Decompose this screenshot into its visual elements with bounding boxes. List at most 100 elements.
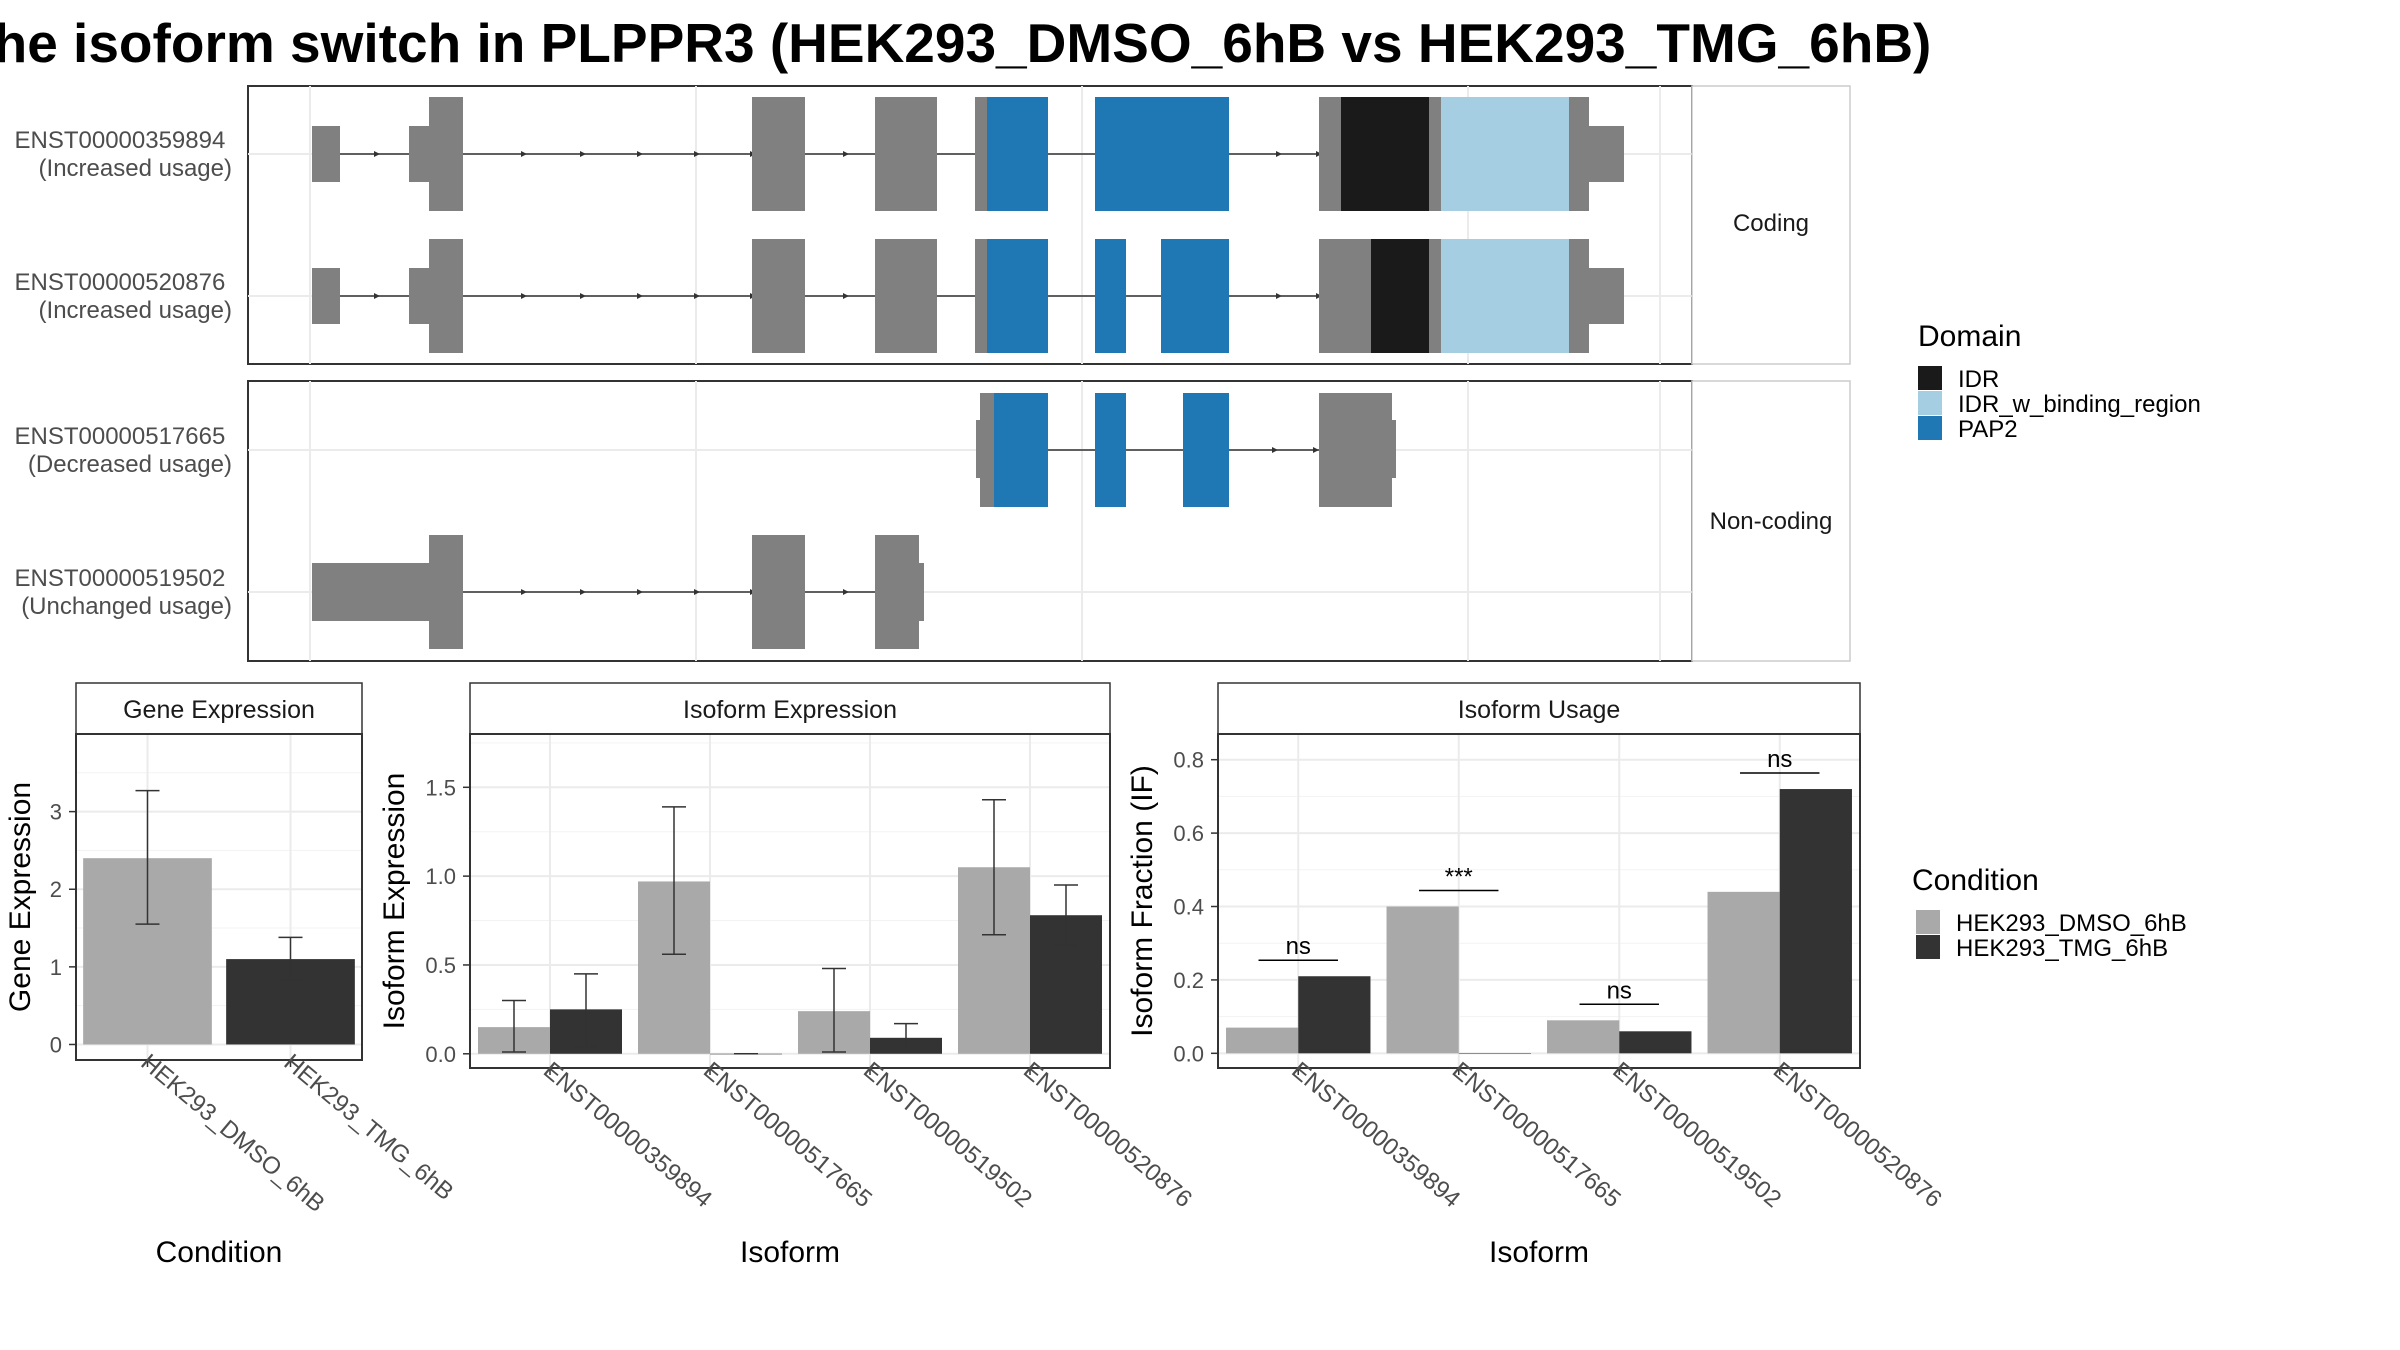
exon	[975, 239, 987, 353]
structure-panel-noncoding: Non-coding	[247, 380, 1851, 662]
x-tick-label: ENST00000520876	[1018, 1057, 1197, 1213]
transcript-track	[976, 393, 1396, 507]
x-axis-title: Isoform	[1489, 1236, 1589, 1269]
legend-label-idr-w-binding-region: IDR_w_binding_region	[1958, 391, 2201, 418]
domain-idr	[1341, 97, 1429, 211]
domain-idr-w-binding-region	[1441, 239, 1569, 353]
domain-pap2	[987, 97, 1048, 211]
utr-segment	[312, 563, 429, 621]
x-tick-label: ENST00000517665	[698, 1057, 877, 1213]
intron-arrows	[374, 151, 1322, 157]
exon	[1569, 239, 1589, 353]
transcript-label: ENST00000359894 (Increased usage)	[14, 127, 232, 182]
utr-segment	[919, 563, 924, 621]
x-tick-label: ENST00000517665	[1447, 1057, 1626, 1213]
y-axis-title: Isoform Fraction (IF)	[1126, 765, 1159, 1037]
bar	[1547, 1020, 1620, 1054]
transcript-usage-note: (Increased usage)	[39, 297, 232, 324]
condition-legend: Condition HEK293_DMSO_6hB HEK293_TMG_6hB	[1912, 864, 2187, 962]
exon	[1319, 239, 1371, 353]
x-axis-title: Condition	[156, 1236, 283, 1269]
y-tick-label: 3	[50, 800, 62, 825]
structure-panel-noncoding-bg	[247, 380, 1693, 662]
bar	[1298, 976, 1371, 1054]
transcript-track	[312, 535, 924, 649]
legend-label-idr: IDR	[1958, 366, 1999, 393]
x-tick-label: ENST00000520876	[1768, 1057, 1947, 1213]
domain-pap2	[1183, 393, 1229, 507]
x-axis-title: Isoform	[740, 1236, 840, 1269]
significance-label: ns	[1767, 746, 1792, 773]
exon	[875, 239, 937, 353]
domain-pap2	[1161, 239, 1229, 353]
exon	[1429, 97, 1441, 211]
y-tick-label: 0.2	[1173, 968, 1204, 993]
domain-pap2	[1095, 239, 1126, 353]
domain-pap2	[994, 393, 1048, 507]
domain-idr	[1371, 239, 1429, 353]
structure-panel-coding: Coding	[247, 85, 1851, 365]
y-tick-label: 1.0	[425, 864, 456, 889]
transcript-usage-note: (Unchanged usage)	[21, 593, 232, 620]
transcript-id: ENST00000359894	[14, 127, 225, 154]
bar	[1386, 906, 1459, 1054]
bar	[1226, 1027, 1299, 1054]
transcript-label: ENST00000519502 (Unchanged usage)	[14, 565, 232, 620]
y-tick-label: 0	[50, 1032, 62, 1057]
bar	[1779, 789, 1852, 1054]
condition-legend-title: Condition	[1912, 864, 2039, 897]
panel-title: Gene Expression	[123, 696, 315, 724]
transcript-id: ENST00000517665	[14, 423, 225, 450]
domain-idr-w-binding-region	[1441, 97, 1569, 211]
y-tick-label: 1.5	[425, 775, 456, 800]
strip-coding-bg	[1691, 85, 1851, 365]
panel-border	[1217, 733, 1861, 1069]
transcript-track	[312, 239, 1624, 353]
panel-title: Isoform Usage	[1458, 696, 1621, 724]
domain-pap2	[1095, 393, 1126, 507]
domain-pap2	[987, 239, 1048, 353]
y-axis-title: Isoform Expression	[378, 773, 411, 1030]
utr-segment	[409, 268, 429, 324]
exon	[1319, 393, 1392, 507]
exon	[429, 97, 463, 211]
strip-noncoding-bg	[1691, 380, 1851, 662]
panel-title: Isoform Expression	[683, 696, 897, 724]
legend-key-dmso	[1916, 910, 1940, 934]
exon	[752, 535, 805, 649]
exon	[875, 97, 937, 211]
intron-arrows	[1272, 447, 1319, 453]
legend-label-dmso: HEK293_DMSO_6hB	[1956, 910, 2187, 937]
strip-noncoding-label: Non-coding	[1710, 508, 1833, 535]
panel-border	[469, 733, 1111, 1069]
utr-segment	[312, 268, 340, 324]
utr-segment	[1392, 420, 1396, 478]
exon	[1319, 97, 1341, 211]
y-tick-label: 1	[50, 955, 62, 980]
legend-key-tmg	[1916, 935, 1940, 959]
significance-label: ns	[1286, 933, 1311, 960]
bar	[1458, 1053, 1531, 1054]
y-tick-label: 0.6	[1173, 821, 1204, 846]
transcript-labels: ENST00000359894 (Increased usage) ENST00…	[14, 127, 232, 620]
panel-strip	[75, 682, 363, 735]
legend-key-idr	[1918, 366, 1942, 390]
legend-label-pap2: PAP2	[1958, 416, 2018, 443]
strip-coding-label: Coding	[1733, 210, 1809, 237]
significance-label: ns	[1607, 977, 1632, 1004]
transcript-track	[312, 97, 1624, 211]
exon	[1429, 239, 1441, 353]
isoform-expression-panel: Isoform Expression 0.0 0.5 1.0 1.5 ENST000003…	[378, 682, 1197, 1269]
bar	[1707, 891, 1780, 1054]
y-tick-label: 0.4	[1173, 895, 1204, 920]
legend-label-tmg: HEK293_TMG_6hB	[1956, 935, 2168, 962]
utr-segment	[409, 126, 429, 182]
plot-title-text: The isoform switch in PLPPR3 (HEK293_DMS…	[0, 12, 1932, 74]
legend-key-pap2	[1918, 416, 1942, 440]
exon	[752, 97, 805, 211]
exon	[429, 535, 463, 649]
x-tick-label: ENST00000519502	[1607, 1057, 1786, 1213]
domain-pap2	[1095, 97, 1229, 211]
transcript-id: ENST00000520876	[14, 269, 225, 296]
